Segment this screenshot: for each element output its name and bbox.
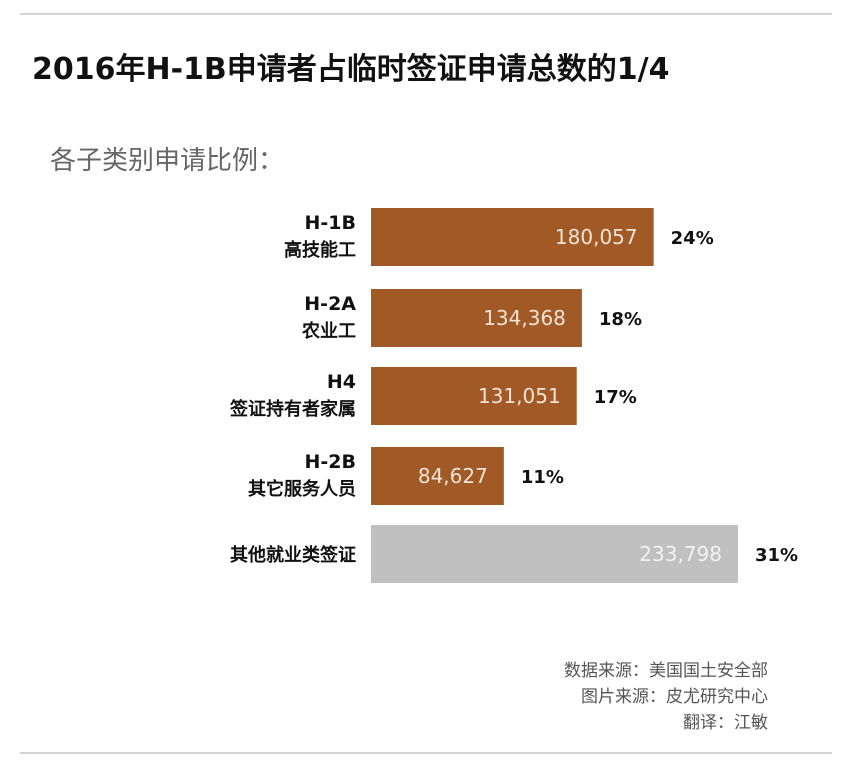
category-name-label: 高技能工 xyxy=(284,239,356,261)
bar-h-2b xyxy=(371,447,504,505)
bar-h-1b xyxy=(371,208,654,266)
top-rule xyxy=(20,13,832,15)
bar-percent-label: 17% xyxy=(594,387,637,408)
translator-note: 翻译：江敏 xyxy=(683,713,768,733)
bar-percent-label: 24% xyxy=(671,228,714,249)
category-code-label: H-2A xyxy=(304,293,356,315)
chart-title: 2016年H-1B申请者占临时签证申请总数的1/4 xyxy=(32,52,670,87)
bar-h-2a xyxy=(371,289,582,347)
data-source-note: 数据来源：美国国土安全部 xyxy=(564,661,768,681)
image-source-note: 图片来源：皮尤研究中心 xyxy=(581,687,768,707)
bar-other xyxy=(371,525,738,583)
bar-value-label: 180,057 xyxy=(555,225,638,249)
category-name-label: 农业工 xyxy=(301,320,356,342)
bar-value-label: 134,368 xyxy=(483,306,566,330)
chart-subtitle: 各子类别申请比例： xyxy=(50,146,285,176)
bar-percent-label: 18% xyxy=(599,309,642,330)
bar-h4 xyxy=(371,367,577,425)
category-name-label: 其它服务人员 xyxy=(248,478,356,500)
bar-percent-label: 11% xyxy=(521,467,564,488)
bar-value-label: 84,627 xyxy=(418,464,488,488)
bar-value-label: 131,051 xyxy=(478,384,561,408)
credits: 数据来源：美国国土安全部 图片来源：皮尤研究中心 翻译：江敏 xyxy=(564,658,768,736)
category-code-label: H-2B xyxy=(305,451,357,473)
category-code-label: H-1B xyxy=(305,212,357,234)
category-code-label: H4 xyxy=(327,371,356,393)
bar-percent-label: 31% xyxy=(755,545,798,566)
bar-value-label: 233,798 xyxy=(639,542,722,566)
bottom-rule xyxy=(20,752,832,754)
category-name-label: 签证持有者家属 xyxy=(229,398,356,420)
category-name-label: 其他就业类签证 xyxy=(230,544,356,566)
